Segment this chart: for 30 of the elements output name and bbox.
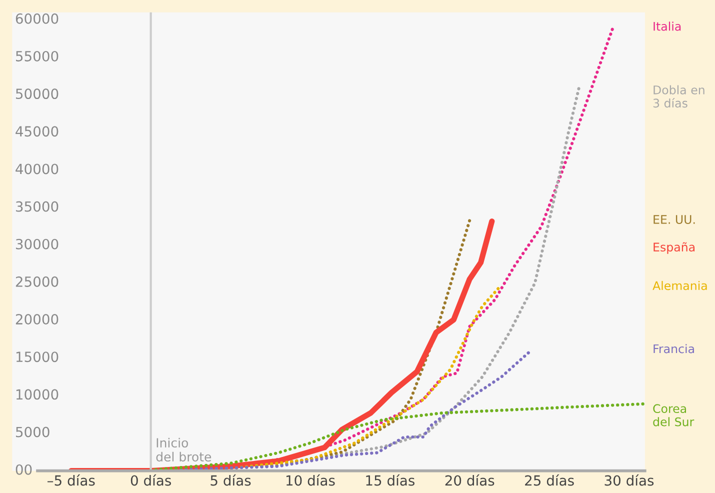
y-tick-label: 00 bbox=[16, 464, 32, 475]
x-tick-label: 10 días bbox=[286, 474, 335, 486]
text: EE. UU. bbox=[654, 215, 695, 224]
y-tick-label: 50000 bbox=[16, 88, 58, 100]
y-tick-label: 25000 bbox=[16, 276, 58, 287]
x-tick-label: –5 días bbox=[48, 474, 95, 486]
y-tick-label: 30000 bbox=[16, 238, 58, 250]
text: España bbox=[654, 242, 695, 254]
line-series bbox=[149, 402, 645, 471]
text: Alemania bbox=[652, 280, 707, 290]
x-tick-label: 0 días bbox=[130, 474, 171, 486]
x-tick-label: 15 días bbox=[366, 474, 414, 486]
text: Dobla en 3 días bbox=[653, 85, 704, 108]
x-tick-label: 25 días bbox=[525, 474, 574, 486]
x-tick-label: 20 días bbox=[445, 474, 494, 486]
y-tick-label: 15000 bbox=[16, 352, 58, 362]
y-tick-label: 10000 bbox=[16, 389, 58, 400]
y-tick-label: 55000 bbox=[16, 50, 58, 62]
ref-line-label: Inicio del brote bbox=[156, 438, 212, 462]
text: Francia bbox=[654, 344, 694, 354]
y-tick-label: 20000 bbox=[16, 314, 58, 325]
y-tick-label: 40000 bbox=[16, 164, 58, 174]
y-tick-label: 35000 bbox=[16, 201, 58, 212]
series-label: Corea del Sur bbox=[653, 404, 694, 426]
y-tick-label: 5000 bbox=[16, 426, 50, 438]
x-tick-label: 30 días bbox=[604, 474, 654, 486]
x-tick-label: 5 días bbox=[210, 474, 251, 486]
y-tick-label: 45000 bbox=[16, 126, 58, 137]
text: Italia bbox=[654, 22, 681, 31]
y-tick-label: 60000 bbox=[16, 13, 58, 24]
